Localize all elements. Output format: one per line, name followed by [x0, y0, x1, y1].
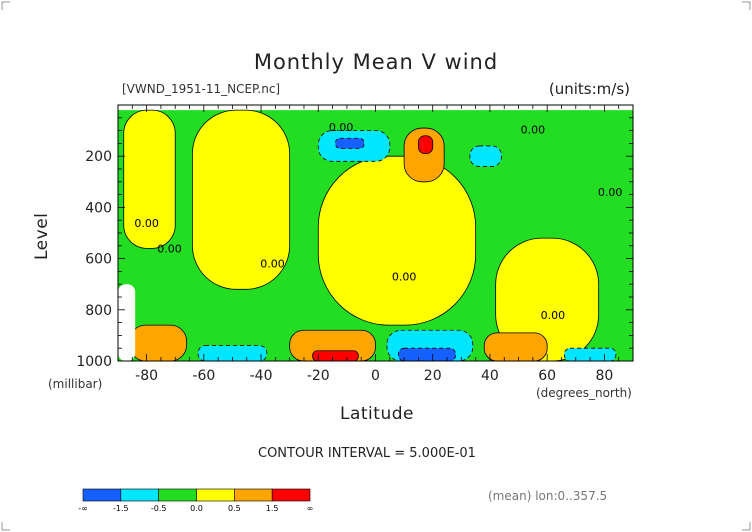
- contour-region-yellow: [191, 109, 291, 290]
- contour-region-cyan: [197, 345, 268, 361]
- x-axis-unit: (degrees_north): [536, 386, 632, 400]
- contour-label: 0.00: [541, 309, 566, 322]
- x-tick-label: 80: [595, 368, 613, 384]
- dataset-label: [VWND_1951-11_NCEP.nc]: [122, 82, 281, 96]
- y-tick-label: 800: [85, 303, 112, 319]
- colorbar-label: ∞: [307, 504, 314, 513]
- colorbar-label: -0.5: [151, 504, 167, 513]
- colorbar-label: 1.5: [266, 504, 279, 513]
- contour-region-orange: [129, 324, 188, 361]
- contour-field: [118, 109, 633, 361]
- y-tick-label: 600: [85, 252, 112, 268]
- colorbar-label: -1.5: [113, 504, 129, 513]
- contour-region-cyan: [469, 145, 502, 167]
- contour-label: 0.00: [392, 271, 417, 284]
- contour-region-orange: [403, 127, 445, 183]
- x-tick-label: -80: [135, 368, 158, 384]
- colorbar-swatch: [196, 488, 235, 502]
- y-tick-label: 1000: [76, 354, 112, 370]
- contour-region-white: [118, 284, 136, 361]
- corner-mark-tl: [1, 1, 10, 10]
- x-tick-label: 0: [371, 368, 380, 384]
- contour-label: 0.00: [598, 186, 623, 199]
- x-tick-label: -20: [307, 368, 330, 384]
- x-tick-label: 20: [424, 368, 442, 384]
- contour-region-red: [418, 135, 434, 155]
- y-axis-unit: (millibar): [48, 377, 103, 391]
- contour-region-blue: [397, 347, 457, 361]
- corner-mark-bl: [1, 522, 10, 531]
- contour-region-orange: [483, 332, 548, 361]
- x-tick-label: 40: [481, 368, 499, 384]
- contour-region-blue: [335, 137, 365, 149]
- contour-region-yellow: [123, 109, 176, 249]
- corner-mark-tr: [742, 1, 751, 10]
- corner-mark-br: [742, 522, 751, 531]
- x-axis-title: Latitude: [340, 404, 414, 424]
- contour-label: 0.00: [260, 258, 285, 271]
- colorbar-label: 0.5: [228, 504, 241, 513]
- x-tick-label: -60: [192, 368, 215, 384]
- colorbar-label: -∞: [78, 504, 88, 513]
- contour-region-cyan: [563, 347, 617, 361]
- y-tick-label: 400: [85, 200, 112, 216]
- x-tick-label: -40: [250, 368, 273, 384]
- contour-interval-label: CONTOUR INTERVAL = 5.000E-01: [258, 446, 476, 461]
- units-label: (units:m/s): [548, 80, 630, 98]
- colorbar-swatch: [234, 488, 273, 502]
- colorbar-swatch: [120, 488, 159, 502]
- contour-region-red: [312, 350, 359, 361]
- y-tick-label: 200: [85, 149, 112, 165]
- colorbar-swatch: [271, 488, 311, 502]
- contour-label: 0.00: [521, 123, 546, 136]
- colorbar-swatch: [158, 488, 197, 502]
- footer-note: (mean) lon:0..357.5: [488, 489, 608, 503]
- contour-label: 0.00: [157, 242, 182, 255]
- y-axis: 200 400 600 800 1000: [76, 104, 633, 370]
- contour-label-layer: 0.00 0.00 0.00 0.00 0.00 0.00 0.00 0.00: [134, 121, 622, 322]
- chart-title: Monthly Mean V wind: [253, 50, 499, 74]
- contour-region-yellow: [317, 155, 477, 326]
- colorbar-label: 0.0: [190, 504, 203, 513]
- y-axis-title: Level: [32, 212, 52, 260]
- colorbar-swatch: [82, 488, 122, 502]
- colorbar: -∞ -1.5 -0.5 0.0 0.5 1.5 ∞: [78, 488, 314, 513]
- x-axis: -80 -60 -40 -20 0 20 40 60 80: [117, 105, 634, 384]
- contour-label: 0.00: [329, 121, 354, 134]
- contour-label: 0.00: [134, 217, 159, 230]
- x-tick-label: 60: [538, 368, 556, 384]
